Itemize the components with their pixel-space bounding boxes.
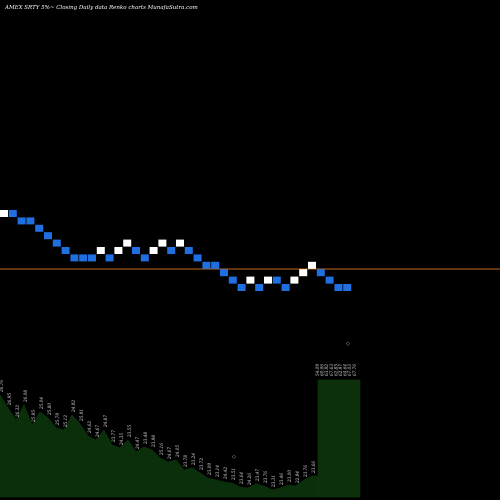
renko-brick [255, 284, 264, 291]
renko-brick [202, 261, 211, 269]
renko-brick [17, 217, 26, 225]
volume-top-label: 63.92 [324, 364, 329, 376]
volume-label: 24.62 [87, 421, 92, 434]
renko-brick [114, 247, 123, 254]
renko-brick [52, 239, 61, 247]
volume-label: 25.79 [55, 413, 60, 426]
renko-brick [299, 269, 308, 277]
volume-label: 24.05 [175, 445, 180, 458]
volume-label: 23.72 [199, 458, 204, 471]
renko-brick [61, 247, 70, 254]
volume-label: 24.47 [135, 437, 140, 450]
volume-label: 23.76 [263, 471, 268, 484]
renko-brick [176, 239, 184, 247]
volume-top-label: 67.63 [329, 364, 334, 376]
renko-brick [308, 261, 316, 269]
volume-label: 24.35 [119, 433, 124, 446]
renko-brick [88, 254, 96, 262]
renko-brick [96, 247, 105, 254]
renko-brick [44, 232, 52, 240]
renko-brick [79, 254, 88, 262]
volume-top-label: 67.03 [347, 364, 352, 376]
volume-label: 24.67 [95, 425, 100, 438]
volume-label: 23.55 [127, 425, 132, 438]
volume-label: 26.08 [23, 390, 28, 403]
renko-brick [140, 254, 149, 262]
volume-label: 22.94 [295, 471, 300, 484]
renko-brick [0, 210, 8, 217]
volume-label: 23.47 [255, 469, 260, 482]
volume-label: 23.00 [287, 470, 292, 483]
volume-label: 23.66 [311, 461, 316, 474]
renko-brick [26, 217, 35, 225]
renko-brick [167, 247, 176, 254]
volume-label: 24.26 [247, 473, 252, 486]
renko-brick [70, 254, 79, 262]
renko-brick [220, 269, 228, 277]
renko-brick [158, 239, 167, 247]
volume-label: 23.48 [143, 432, 148, 445]
volume-label: 25.80 [47, 403, 52, 416]
renko-brick [246, 276, 255, 284]
renko-brick [123, 239, 132, 247]
volume-label: 24.67 [167, 447, 172, 460]
volume-top-label: 67.76 [352, 364, 357, 376]
volume-top-label: 62.97 [338, 364, 343, 376]
volume-top-label: 62.85 [333, 364, 338, 376]
volume-label: 23.24 [191, 453, 196, 466]
volume-top-label: 60.06 [320, 364, 325, 376]
volume-top-label: 64.64 [343, 364, 348, 376]
volume-top-label: 54.09 [315, 364, 320, 376]
renko-brick [237, 284, 246, 291]
volume-label: 23.46 [279, 473, 284, 486]
volume-label: 25.12 [63, 415, 68, 428]
volume-label: 24.92 [71, 400, 76, 413]
volume-label: 25.04 [39, 397, 44, 410]
renko-brick [325, 276, 334, 284]
volume-label: 26.76 [0, 380, 4, 393]
volume-label: 25.91 [79, 409, 84, 422]
renko-brick [211, 261, 220, 269]
renko-brick [264, 276, 272, 284]
volume-label: 23.76 [303, 465, 308, 478]
volume-label: 23.51 [231, 468, 236, 481]
renko-brick [290, 276, 299, 284]
chart-title: AMEX SRTY 5%~ Closing Daily data Renko c… [4, 5, 198, 11]
renko-brick [316, 269, 325, 277]
volume-label: 23.64 [239, 472, 244, 485]
renko-brick [281, 284, 290, 291]
renko-brick [8, 210, 17, 217]
renko-brick [334, 284, 343, 291]
volume-area-left [0, 394, 319, 498]
volume-label: 25.16 [159, 443, 164, 456]
volume-label: 25.95 [31, 410, 36, 423]
renko-brick [105, 254, 114, 262]
volume-label: 24.87 [103, 415, 108, 428]
volume-area [0, 379, 361, 498]
renko-brick [272, 276, 281, 284]
marker-diamond: ◇ [346, 341, 350, 347]
volume-label: 24.42 [223, 467, 228, 480]
volume-label: 23.09 [207, 463, 212, 476]
renko-brick [193, 254, 202, 262]
renko-bricks [0, 210, 352, 291]
volume-area-right [317, 379, 361, 498]
marker-diamond: ◇ [232, 454, 236, 460]
renko-brick [132, 247, 140, 254]
volume-label: 26.95 [7, 393, 12, 406]
volume-label: 23.31 [271, 475, 276, 488]
volume-label: 26.32 [15, 405, 20, 418]
renko-brick [184, 247, 193, 254]
volume-label: 23.98 [151, 435, 156, 448]
volume-label: 23.78 [183, 455, 188, 468]
renko-brick [149, 247, 158, 254]
volume-label: 23.14 [215, 465, 220, 478]
renko-brick [343, 284, 352, 291]
volume-label: 23.77 [111, 430, 116, 443]
renko-brick [228, 276, 237, 284]
renko-brick [35, 224, 44, 232]
